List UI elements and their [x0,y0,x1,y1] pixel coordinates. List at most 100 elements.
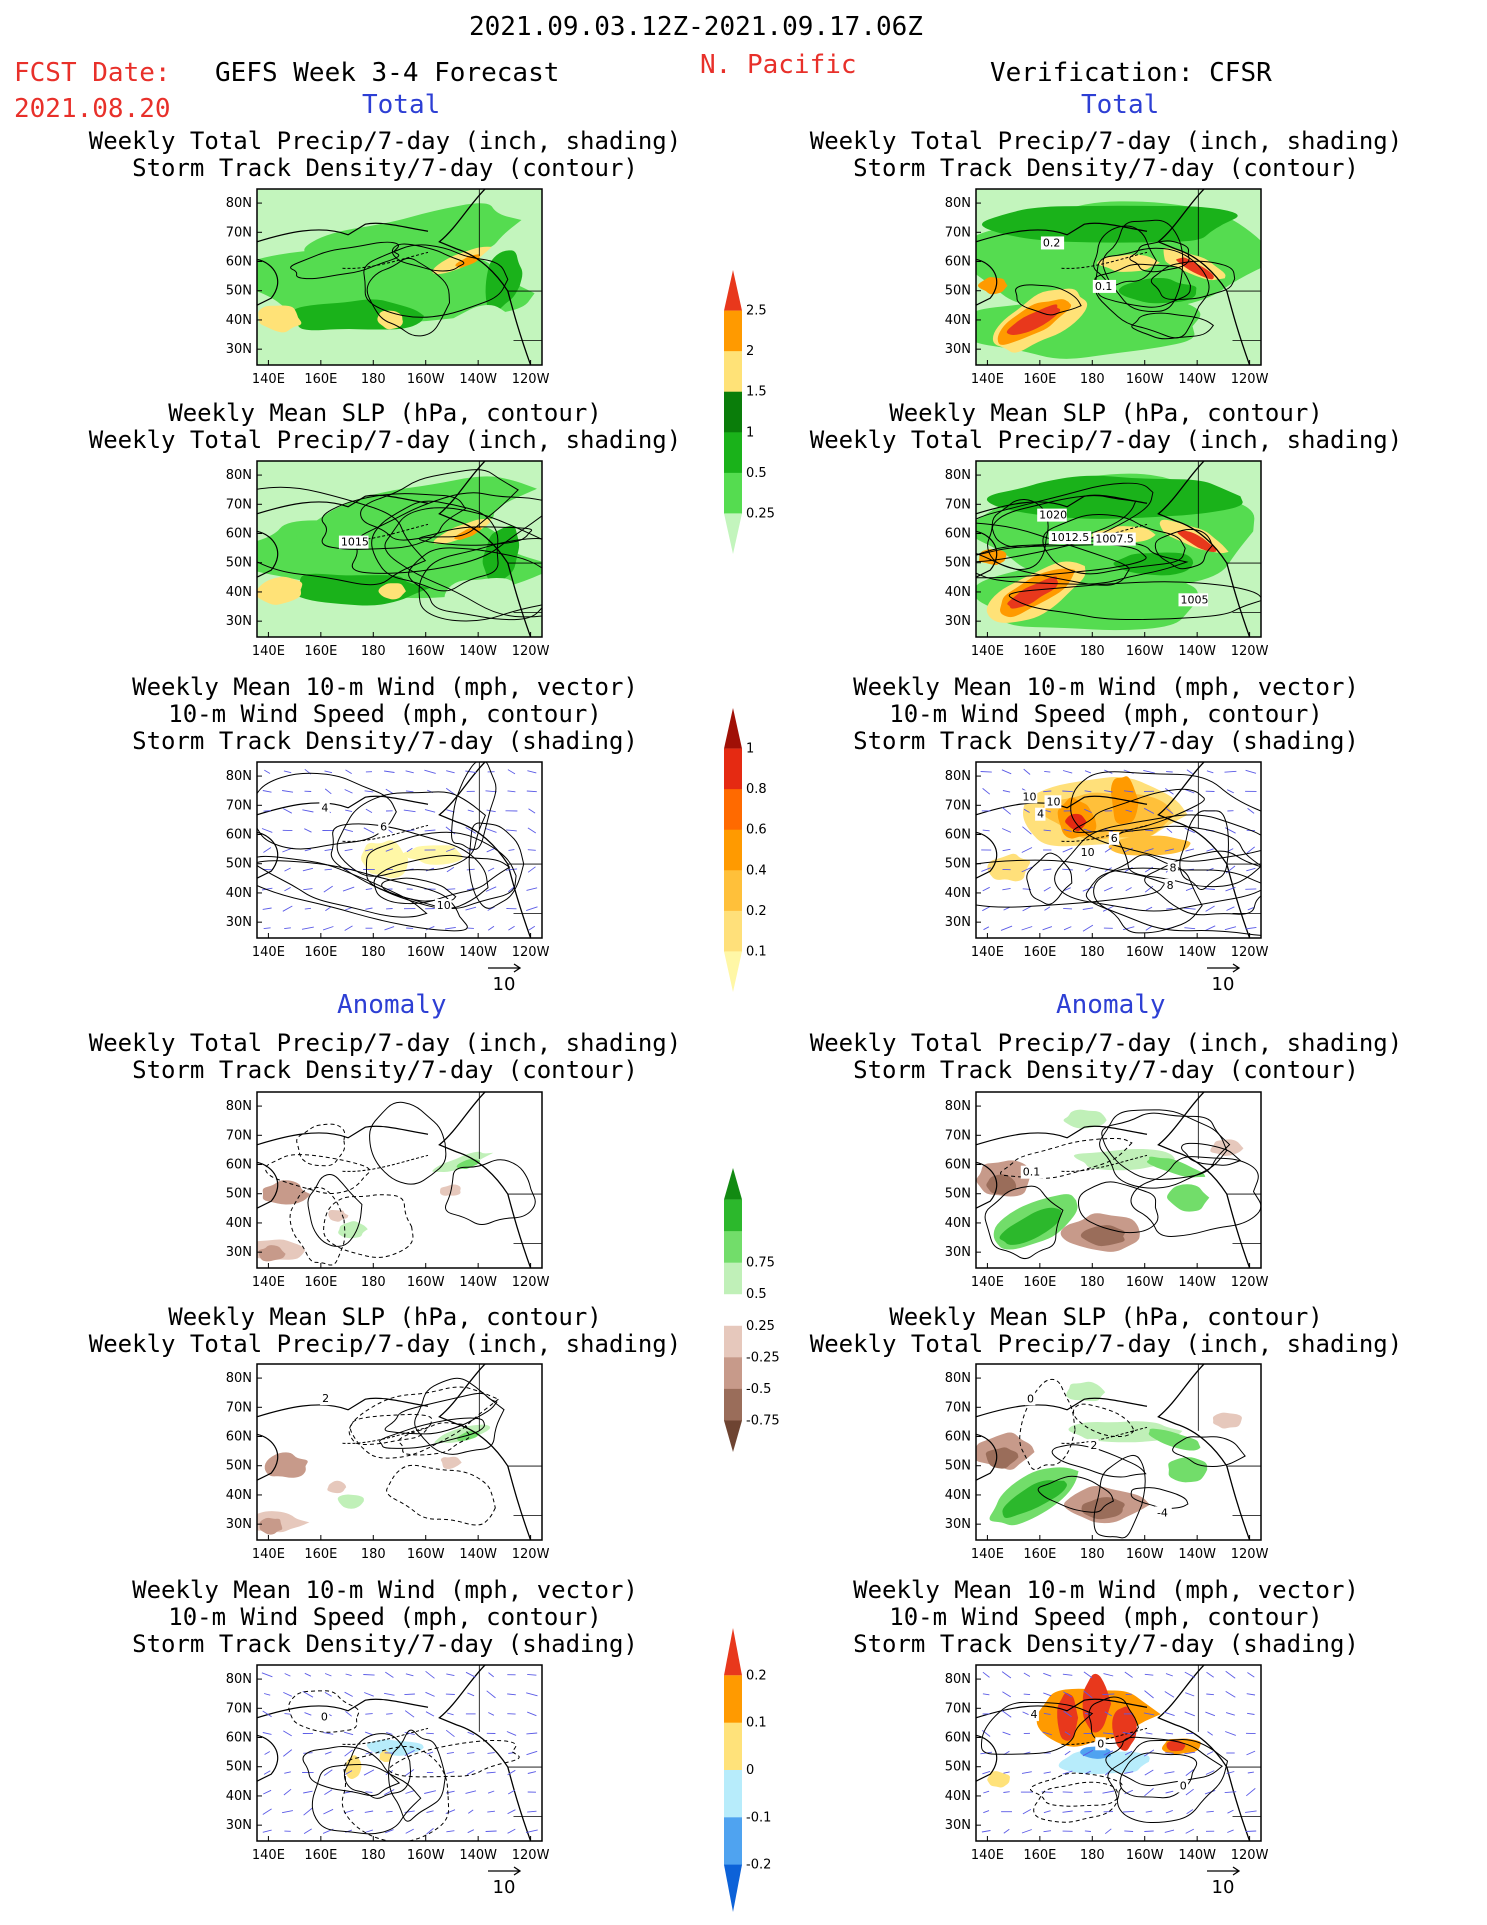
wind-vector [507,769,516,775]
wind-vector [1063,829,1072,832]
lon-label: 120W [512,945,550,960]
wind-vector [1205,1770,1215,1775]
wind-vector [386,1731,393,1735]
wind-vector [282,1810,293,1814]
wind-vector [982,1693,990,1696]
wind-vector [983,1810,990,1814]
lon-label: 160W [407,1848,445,1863]
coastline-arctic [976,1397,1148,1418]
lat-label: 50N [226,284,252,299]
lon-label: 140W [1178,372,1216,387]
lat-label: 60N [226,1158,252,1173]
lat-label: 60N [226,1430,252,1445]
wind-vector [446,866,455,873]
wind-vector [1144,1673,1154,1676]
shading-region [257,576,303,605]
wind-vector [363,827,375,834]
wind-vector [1043,868,1052,871]
colorbar-segment [724,270,742,311]
contour-line [384,507,542,618]
wind-vector [1185,887,1194,892]
contour-line [1181,1142,1242,1166]
lat-label: 70N [945,497,971,512]
lat-label: 80N [226,196,252,211]
wind-vector [1064,887,1071,891]
map-frame [256,1664,543,1842]
contour-label: 0 [321,1710,328,1723]
wind-vector [1143,807,1155,814]
colorbar-label: 0.1 [746,1716,767,1731]
wind-vector [1124,1671,1133,1678]
contour-line [388,1729,446,1822]
contour-label: 8 [1167,879,1174,892]
shading-region [378,583,406,600]
colorbar-segment [724,1628,742,1676]
wind-vector [1083,1690,1093,1699]
wind-vector [1043,1712,1051,1715]
wind-vector [1002,790,1011,793]
wind-vector [364,1829,374,1833]
lon-label: 160E [1023,1848,1056,1863]
lon-label: 160W [407,1547,445,1562]
contour-label: -4 [1157,1506,1168,1519]
wind-vector [1186,769,1193,775]
wind-vector [505,868,518,871]
coastline-asia [976,831,998,879]
shading-region [366,1739,424,1756]
section-total-right: Total [1081,90,1160,120]
wind-vector [1042,926,1053,931]
colorbar-label: 2 [746,344,754,359]
colorbar-segment [724,829,742,871]
wind-vector [302,1691,314,1698]
title-obs-total-precip: Weekly Total Precip/7-day (inch, shading… [809,127,1403,182]
colorbar-label: 1 [746,742,754,757]
wind-vector [324,848,332,852]
wind-vector [487,925,495,931]
wind-vector [261,1672,273,1678]
lon-label: 160W [1126,1547,1164,1562]
wind-vector [384,926,395,931]
wind-vector [344,1749,353,1757]
wind-vector [283,1749,293,1757]
lat-label: 70N [226,1701,252,1716]
wind-vector [1144,829,1154,832]
wind-vector [1245,1810,1257,1813]
lat-label: 50N [945,284,971,299]
wind-vector [488,1672,494,1678]
wind-vector [1166,907,1173,910]
reference-vector-label: 10 [493,974,516,995]
colorbar-label: 1 [746,425,754,440]
coastline-asia [257,258,279,306]
contour-line [1130,1487,1189,1510]
lat-label: 70N [945,1701,971,1716]
colorbar-label: 0.8 [746,782,767,797]
lon-label: 140W [459,644,497,659]
wind-vector [1246,1750,1256,1756]
wind-vector [405,1790,415,1794]
wind-vector [284,1713,291,1715]
colorbar-segment [724,910,742,952]
wind-vector [1124,1750,1133,1756]
contour-line [311,1763,422,1835]
lon-label: 120W [1231,644,1269,659]
lon-label: 140E [971,1547,1004,1562]
region-label: N. Pacific [700,50,857,80]
shading-region [327,1480,347,1494]
wind-vector [1064,1731,1071,1736]
wind-vector [983,1790,990,1794]
shading-region [440,1456,462,1470]
wind-vector [1247,1672,1255,1678]
contour-label: 6 [1111,832,1118,845]
wind-vector [404,1693,415,1696]
wind-vector [526,1732,538,1735]
wind-vector [527,1810,537,1813]
wind-vector [263,847,272,853]
wind-vector [284,1771,291,1774]
wind-vector [345,1673,352,1677]
coastline-north-america [438,461,532,637]
coastline-asia [257,1433,279,1481]
shading-region [338,1221,368,1239]
wind-vector [1143,769,1155,774]
wind-vector [405,1769,415,1776]
coastline-asia [257,530,279,578]
